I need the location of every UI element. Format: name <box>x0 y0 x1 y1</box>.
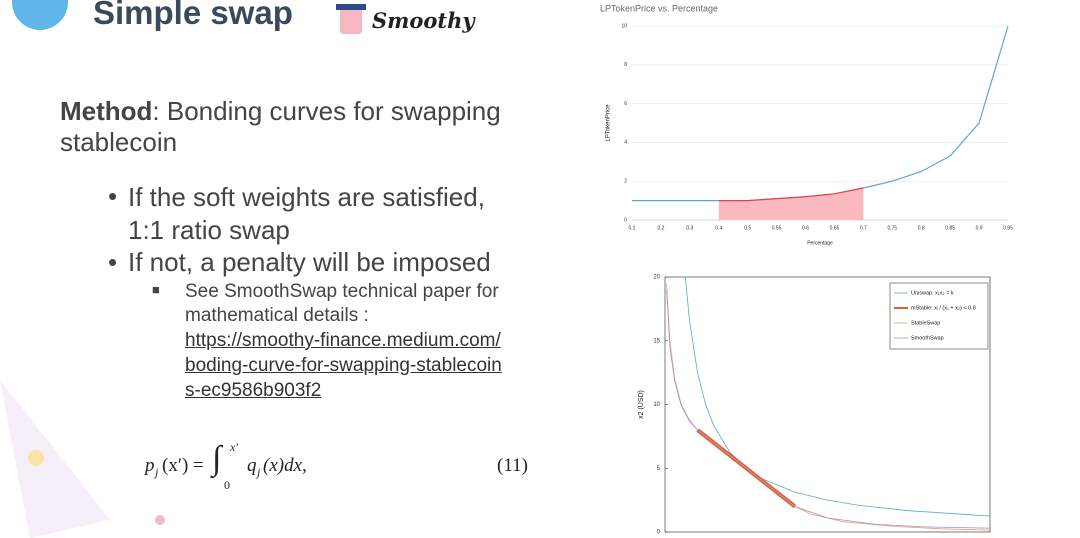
series-line <box>632 25 1009 202</box>
legend-label: Uniswap: x₁x₂ = k <box>911 290 954 296</box>
decor <box>0 380 110 538</box>
chart-title: LPTokenPrice vs. Percentage <box>600 3 718 13</box>
y-axis-label: LPTokenPrice <box>606 104 612 142</box>
x-tick-label: 0.65 <box>830 225 840 231</box>
x-tick-label: 0.75 <box>887 225 897 231</box>
sub-bullet-square: ■ <box>152 282 160 297</box>
bullet-dot: • <box>108 247 118 277</box>
y-tick-label: 10 <box>653 402 660 408</box>
legend-label: mStable: xᵢ / (x₁ + x₂) < 0.8 <box>911 305 976 311</box>
slide-title: Simple swap <box>93 0 293 31</box>
legend-label: StableSwap <box>911 320 940 326</box>
x-tick-label: 0.2 <box>657 225 664 231</box>
x-tick-label: 0.7 <box>860 225 867 231</box>
formula-sub: j <box>257 465 261 479</box>
series-line <box>718 187 864 202</box>
formula-lower: 0 <box>224 478 230 492</box>
formula-lhs: (x′) = <box>162 455 204 476</box>
x-axis-label: Percentage <box>807 240 833 246</box>
y-tick-label: 5 <box>657 466 661 472</box>
y-tick-label: 4 <box>624 140 627 146</box>
method: Method: Bonding curves for swapping stab… <box>60 96 540 158</box>
y-tick-label: 8 <box>624 62 627 68</box>
x-tick-label: 0.55 <box>772 225 782 231</box>
y-tick-label: 10 <box>621 23 627 29</box>
y-tick-label: 15 <box>653 338 660 344</box>
formula-integral: ∫ <box>212 440 222 477</box>
x-tick-label: 0.85 <box>945 225 955 231</box>
logo-text: Smoothy <box>372 8 475 33</box>
x-tick-label: 0.9 <box>976 225 983 231</box>
y-tick-label: 2 <box>624 179 627 185</box>
series-line <box>666 289 991 529</box>
formula-q: q <box>247 455 257 476</box>
y-tick-label: 20 <box>653 275 660 281</box>
x-tick-label: 0.3 <box>686 225 693 231</box>
sub-bullet: See SmoothSwap technical paper for mathe… <box>185 281 499 326</box>
legend-label: SmoothSwap <box>911 335 944 341</box>
logo-cup <box>340 6 362 34</box>
bullet: If the soft weights are satisfied, 1:1 r… <box>128 182 485 245</box>
formula-rhs: (x)dx, <box>263 455 307 476</box>
area <box>718 187 864 220</box>
x-tick-label: 0.5 <box>744 225 751 231</box>
method-text: : Bonding curves for swapping stablecoin <box>60 96 501 157</box>
x-tick-label: 0.1 <box>629 225 636 231</box>
formula-upper: x′ <box>230 440 238 454</box>
logo-circle <box>12 0 68 30</box>
x-tick-label: 0.6 <box>802 225 809 231</box>
formula-p: p <box>145 455 155 476</box>
decor <box>155 515 165 525</box>
formula-sub: j <box>155 465 159 479</box>
formula-number: (11) <box>497 455 528 476</box>
y-tick-label: 0 <box>657 530 661 536</box>
y-tick-label: 0 <box>624 217 627 223</box>
decor <box>28 450 44 466</box>
link[interactable]: s-ec9586b903f2 <box>185 380 322 401</box>
link[interactable]: boding-curve-for-swapping-stablecoin <box>185 355 502 376</box>
y-axis-label: x2 (USD) <box>638 390 645 419</box>
y-tick-label: 6 <box>624 101 627 107</box>
method-label: Method <box>60 96 153 126</box>
bullet: If not, a penalty will be imposed <box>128 247 491 277</box>
x-tick-label: 0.95 <box>1003 225 1013 231</box>
x-tick-label: 0.4 <box>715 225 722 231</box>
bullet-dot: • <box>108 181 118 211</box>
link[interactable]: https://smoothy-finance.medium.com/ <box>185 330 501 351</box>
x-tick-label: 0.8 <box>918 225 925 231</box>
logo-cup-lid <box>336 4 366 10</box>
